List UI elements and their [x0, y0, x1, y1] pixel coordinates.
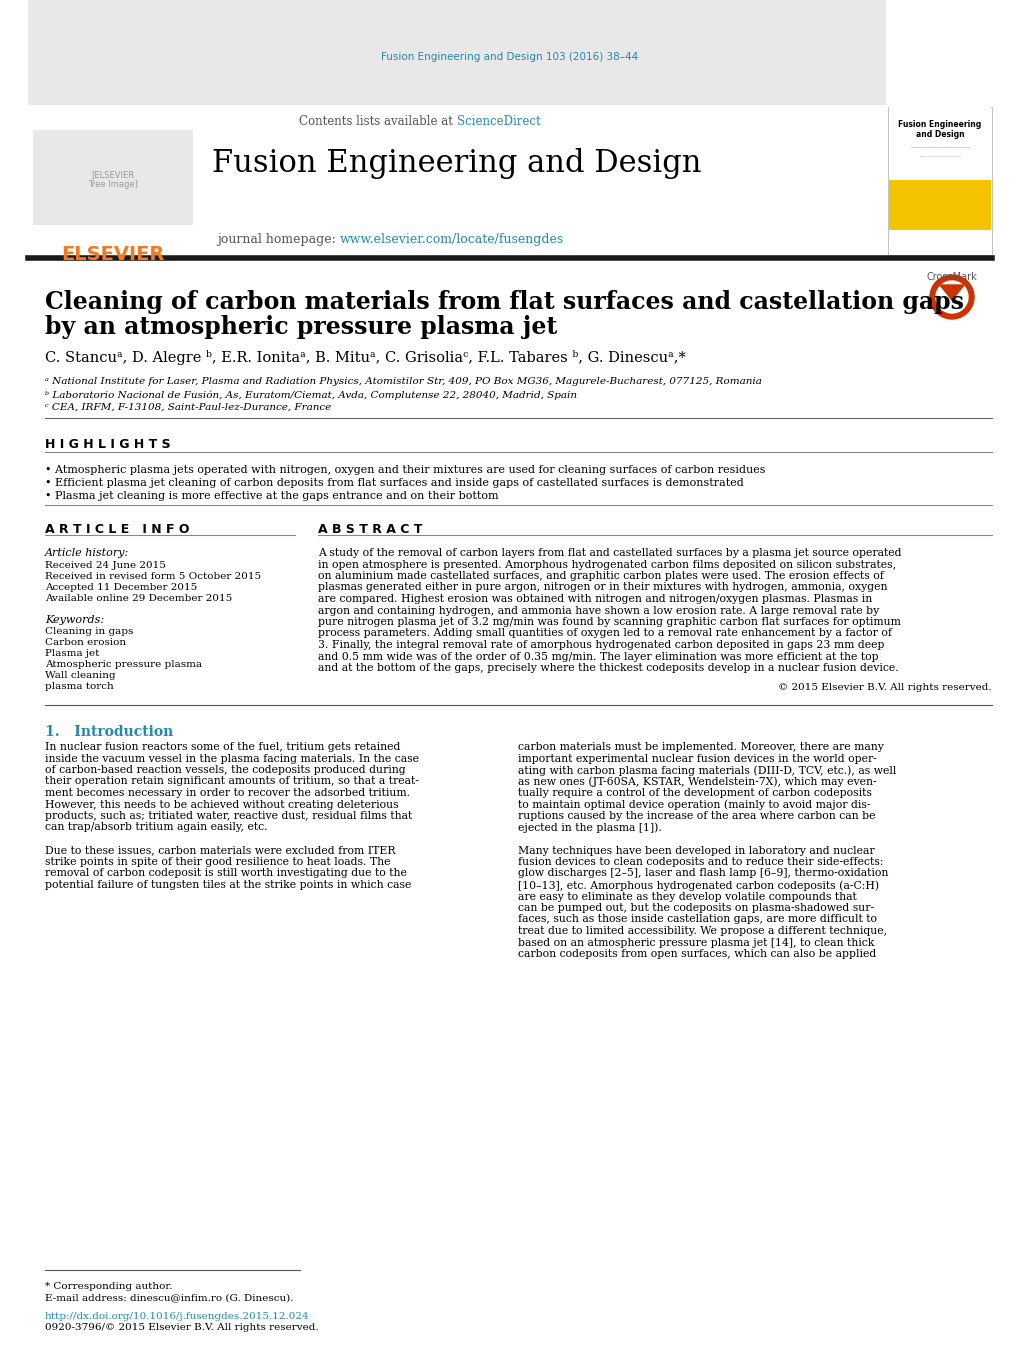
Text: carbon materials must be implemented. Moreover, there are many: carbon materials must be implemented. Mo…: [518, 742, 883, 753]
Text: Contents lists available at: Contents lists available at: [300, 115, 457, 128]
Text: by an atmospheric pressure plasma jet: by an atmospheric pressure plasma jet: [45, 315, 556, 339]
Text: treat due to limited accessibility. We propose a different technique,: treat due to limited accessibility. We p…: [518, 925, 887, 936]
Text: glow discharges [2–5], laser and flash lamp [6–9], thermo-oxidation: glow discharges [2–5], laser and flash l…: [518, 869, 888, 878]
Text: © 2015 Elsevier B.V. All rights reserved.: © 2015 Elsevier B.V. All rights reserved…: [777, 682, 991, 692]
Text: ating with carbon plasma facing materials (DIII-D, TCV, etc.), as well: ating with carbon plasma facing material…: [518, 765, 896, 775]
Text: Available online 29 December 2015: Available online 29 December 2015: [45, 594, 232, 603]
Text: A study of the removal of carbon layers from flat and castellated surfaces by a : A study of the removal of carbon layers …: [318, 549, 901, 558]
Text: Wall cleaning: Wall cleaning: [45, 671, 115, 680]
Text: ᵃ National Institute for Laser, Plasma and Radiation Physics, Atomistilor Str, 4: ᵃ National Institute for Laser, Plasma a…: [45, 377, 761, 386]
Text: and 0.5 mm wide was of the order of 0.35 mg/min. The layer elimination was more : and 0.5 mm wide was of the order of 0.35…: [318, 651, 877, 662]
Text: Carbon erosion: Carbon erosion: [45, 638, 126, 647]
Text: as new ones (JT-60SA, KSTAR, Wendelstein-7X), which may even-: as new ones (JT-60SA, KSTAR, Wendelstein…: [518, 777, 875, 788]
Text: • Efficient plasma jet cleaning of carbon deposits from flat surfaces and inside: • Efficient plasma jet cleaning of carbo…: [45, 478, 743, 488]
Text: • Plasma jet cleaning is more effective at the gaps entrance and on their bottom: • Plasma jet cleaning is more effective …: [45, 490, 498, 501]
Text: Plasma jet: Plasma jet: [45, 648, 99, 658]
Text: to maintain optimal device operation (mainly to avoid major dis-: to maintain optimal device operation (ma…: [518, 800, 869, 811]
Text: www.elsevier.com/locate/fusengdes: www.elsevier.com/locate/fusengdes: [339, 232, 564, 246]
Text: Accepted 11 December 2015: Accepted 11 December 2015: [45, 584, 197, 592]
Text: products, such as; tritiated water, reactive dust, residual films that: products, such as; tritiated water, reac…: [45, 811, 412, 821]
Text: their operation retain significant amounts of tritium, so that a treat-: their operation retain significant amoun…: [45, 777, 419, 786]
Text: removal of carbon codeposit is still worth investigating due to the: removal of carbon codeposit is still wor…: [45, 869, 407, 878]
FancyBboxPatch shape: [33, 130, 193, 226]
Circle shape: [929, 276, 973, 319]
Text: ruptions caused by the increase of the area where carbon can be: ruptions caused by the increase of the a…: [518, 811, 874, 821]
FancyBboxPatch shape: [889, 180, 990, 230]
Text: 0920-3796/© 2015 Elsevier B.V. All rights reserved.: 0920-3796/© 2015 Elsevier B.V. All right…: [45, 1323, 318, 1332]
Text: Fusion Engineering: Fusion Engineering: [898, 120, 980, 128]
Text: strike points in spite of their good resilience to heat loads. The: strike points in spite of their good res…: [45, 857, 390, 867]
Text: tually require a control of the development of carbon codeposits: tually require a control of the developm…: [518, 788, 871, 798]
Text: plasmas generated either in pure argon, nitrogen or in their mixtures with hydro: plasmas generated either in pure argon, …: [318, 582, 887, 593]
Text: plasma torch: plasma torch: [45, 682, 114, 690]
Text: Due to these issues, carbon materials were excluded from ITER: Due to these issues, carbon materials we…: [45, 846, 395, 855]
Text: Received 24 June 2015: Received 24 June 2015: [45, 561, 166, 570]
Text: in open atmosphere is presented. Amorphous hydrogenated carbon films deposited o: in open atmosphere is presented. Amorpho…: [318, 559, 896, 570]
Text: * Corresponding author.: * Corresponding author.: [45, 1282, 172, 1292]
Text: C. Stancuᵃ, D. Alegre ᵇ, E.R. Ionitaᵃ, B. Mituᵃ, C. Grisoliaᶜ, F.L. Tabares ᵇ, G: C. Stancuᵃ, D. Alegre ᵇ, E.R. Ionitaᵃ, B…: [45, 350, 685, 365]
Text: Atmospheric pressure plasma: Atmospheric pressure plasma: [45, 661, 202, 669]
Text: ᶜ CEA, IRFM, F-13108, Saint-Paul-lez-Durance, France: ᶜ CEA, IRFM, F-13108, Saint-Paul-lez-Dur…: [45, 403, 331, 412]
Text: are easy to eliminate as they develop volatile compounds that: are easy to eliminate as they develop vo…: [518, 892, 856, 901]
Text: Fusion Engineering and Design: Fusion Engineering and Design: [212, 149, 701, 178]
Text: ScienceDirect: ScienceDirect: [457, 115, 540, 128]
Text: Many techniques have been developed in laboratory and nuclear: Many techniques have been developed in l…: [518, 846, 873, 855]
Text: CrossMark: CrossMark: [925, 272, 976, 282]
Text: carbon codeposits from open surfaces, which can also be applied: carbon codeposits from open surfaces, wh…: [518, 948, 875, 959]
Text: http://dx.doi.org/10.1016/j.fusengdes.2015.12.024: http://dx.doi.org/10.1016/j.fusengdes.20…: [45, 1312, 310, 1321]
Text: can trap/absorb tritium again easily, etc.: can trap/absorb tritium again easily, et…: [45, 823, 267, 832]
Text: 3. Finally, the integral removal rate of amorphous hydrogenated carbon deposited: 3. Finally, the integral removal rate of…: [318, 640, 883, 650]
Text: and at the bottom of the gaps, precisely where the thickest codeposits develop i: and at the bottom of the gaps, precisely…: [318, 663, 898, 673]
Text: A R T I C L E   I N F O: A R T I C L E I N F O: [45, 523, 190, 536]
Text: based on an atmospheric pressure plasma jet [14], to clean thick: based on an atmospheric pressure plasma …: [518, 938, 873, 947]
Text: ment becomes necessary in order to recover the adsorbed tritium.: ment becomes necessary in order to recov…: [45, 788, 410, 798]
Text: Fusion Engineering and Design 103 (2016) 38–44: Fusion Engineering and Design 103 (2016)…: [381, 51, 638, 62]
Text: ________________________: ________________________: [909, 143, 969, 149]
Text: [ELSEVIER
Tree Image]: [ELSEVIER Tree Image]: [88, 170, 138, 189]
Text: inside the vacuum vessel in the plasma facing materials. In the case: inside the vacuum vessel in the plasma f…: [45, 754, 419, 763]
Text: In nuclear fusion reactors some of the fuel, tritium gets retained: In nuclear fusion reactors some of the f…: [45, 742, 400, 753]
Text: ᵇ Laboratorio Nacional de Fusión, As, Euratom/Ciemat, Avda, Complutense 22, 2804: ᵇ Laboratorio Nacional de Fusión, As, Eu…: [45, 390, 577, 400]
Text: are compared. Highest erosion was obtained with nitrogen and nitrogen/oxygen pla: are compared. Highest erosion was obtain…: [318, 594, 871, 604]
Polygon shape: [940, 285, 963, 300]
FancyBboxPatch shape: [28, 107, 213, 255]
Text: E-mail address: dinescu@infim.ro (G. Dinescu).: E-mail address: dinescu@infim.ro (G. Din…: [45, 1293, 293, 1302]
Text: argon and containing hydrogen, and ammonia have shown a low erosion rate. A larg: argon and containing hydrogen, and ammon…: [318, 605, 878, 616]
FancyBboxPatch shape: [889, 107, 990, 180]
Text: journal homepage:: journal homepage:: [217, 232, 339, 246]
Text: Received in revised form 5 October 2015: Received in revised form 5 October 2015: [45, 571, 261, 581]
Text: process parameters. Adding small quantities of oxygen led to a removal rate enha: process parameters. Adding small quantit…: [318, 628, 892, 639]
Text: ELSEVIER: ELSEVIER: [61, 245, 164, 263]
FancyBboxPatch shape: [28, 0, 886, 105]
Text: [10–13], etc. Amorphous hydrogenated carbon codeposits (a-C:H): [10–13], etc. Amorphous hydrogenated car…: [518, 880, 878, 890]
Text: of carbon-based reaction vessels, the codeposits produced during: of carbon-based reaction vessels, the co…: [45, 765, 406, 775]
Text: Article history:: Article history:: [45, 549, 129, 558]
Text: Keywords:: Keywords:: [45, 615, 104, 626]
Text: 1.   Introduction: 1. Introduction: [45, 725, 173, 739]
Text: However, this needs to be achieved without creating deleterious: However, this needs to be achieved witho…: [45, 800, 398, 809]
Text: ejected in the plasma [1]).: ejected in the plasma [1]).: [518, 823, 661, 834]
Text: Cleaning in gaps: Cleaning in gaps: [45, 627, 133, 636]
Text: pure nitrogen plasma jet of 3.2 mg/min was found by scanning graphitic carbon fl: pure nitrogen plasma jet of 3.2 mg/min w…: [318, 617, 900, 627]
Text: faces, such as those inside castellation gaps, are more difficult to: faces, such as those inside castellation…: [518, 915, 876, 924]
Text: Cleaning of carbon materials from flat surfaces and castellation gaps: Cleaning of carbon materials from flat s…: [45, 290, 963, 313]
Text: H I G H L I G H T S: H I G H L I G H T S: [45, 438, 170, 451]
FancyBboxPatch shape: [888, 107, 991, 255]
Text: important experimental nuclear fusion devices in the world oper-: important experimental nuclear fusion de…: [518, 754, 876, 763]
Circle shape: [935, 281, 967, 313]
Text: can be pumped out, but the codeposits on plasma-shadowed sur-: can be pumped out, but the codeposits on…: [518, 902, 873, 913]
Text: • Atmospheric plasma jets operated with nitrogen, oxygen and their mixtures are : • Atmospheric plasma jets operated with …: [45, 465, 764, 476]
Text: and Design: and Design: [915, 130, 963, 139]
Text: A B S T R A C T: A B S T R A C T: [318, 523, 422, 536]
Text: potential failure of tungsten tiles at the strike points in which case: potential failure of tungsten tiles at t…: [45, 880, 411, 890]
Text: fusion devices to clean codeposits and to reduce their side-effects:: fusion devices to clean codeposits and t…: [518, 857, 882, 867]
Text: on aluminium made castellated surfaces, and graphitic carbon plates were used. T: on aluminium made castellated surfaces, …: [318, 571, 883, 581]
Text: ____________________: ____________________: [918, 153, 960, 157]
